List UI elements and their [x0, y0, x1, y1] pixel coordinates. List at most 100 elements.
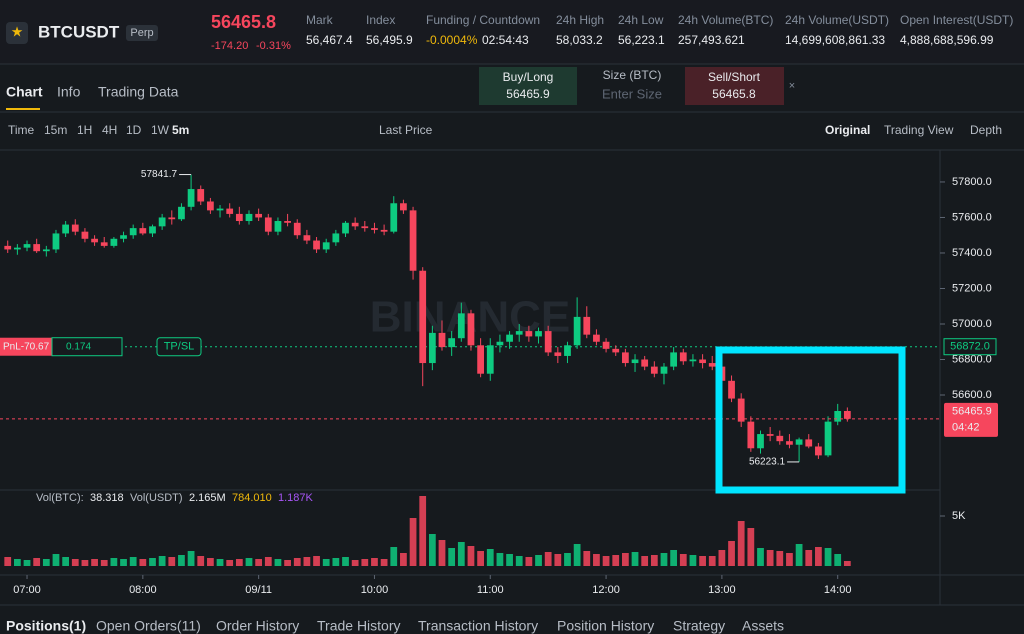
candle-body — [496, 341, 504, 346]
size-input[interactable]: Enter Size — [602, 86, 662, 101]
volume-bar — [815, 547, 822, 566]
candle-body — [332, 233, 340, 243]
sell-button[interactable] — [685, 67, 784, 105]
view[interactable]: Depth — [970, 123, 1002, 137]
candle-body — [226, 208, 234, 214]
candle-body — [197, 189, 205, 202]
tab[interactable]: Chart — [6, 84, 43, 100]
volume-bar — [42, 559, 50, 566]
low-label: 56223.1 — [749, 457, 786, 468]
volume-bar — [535, 555, 542, 566]
interval[interactable]: 4H — [102, 123, 117, 137]
stat-value: 56,495.9 — [366, 33, 413, 47]
interval[interactable]: 5m — [172, 123, 189, 137]
interval[interactable]: Time — [8, 123, 35, 137]
interval[interactable]: 1W — [151, 123, 170, 137]
tpsl-bg[interactable] — [156, 337, 202, 357]
bottom-tab[interactable]: Transaction History — [418, 618, 538, 634]
candle-body — [544, 331, 552, 353]
interval[interactable]: 15m — [44, 123, 67, 137]
tab-underline — [6, 108, 40, 110]
volume-bar — [622, 553, 629, 566]
y-tick-label: 57000.0 — [952, 318, 992, 330]
volume-bar — [178, 555, 185, 566]
funding-countdown: 02:54:43 — [482, 33, 529, 47]
volume-bar — [728, 541, 735, 566]
volume-bar — [786, 553, 793, 566]
candle-body — [342, 222, 349, 234]
bottom-tab[interactable]: Order History — [216, 618, 299, 634]
close-icon[interactable]: × — [789, 80, 795, 92]
tpsl[interactable]: TP/SL — [164, 341, 195, 353]
stat-value: 56,223.1 — [618, 33, 665, 47]
volume-bar — [120, 559, 127, 566]
stat-label: 24h Low — [618, 13, 664, 27]
volume-bar — [670, 550, 678, 566]
buy-price: 56465.9 — [506, 87, 550, 101]
x-tick-label: 13:00 — [708, 584, 736, 596]
tab[interactable]: Trading Data — [98, 84, 179, 100]
volume-bar — [679, 554, 687, 566]
volume-bar — [486, 549, 494, 566]
view[interactable]: Trading View — [884, 123, 954, 137]
y-tick-label: 57800.0 — [952, 176, 992, 188]
interval[interactable]: 1D — [126, 123, 142, 137]
candle-body — [303, 235, 311, 241]
candle-body — [168, 217, 176, 220]
bottom-tab[interactable]: Position History — [557, 618, 654, 634]
buy-button[interactable] — [479, 67, 577, 105]
stat-label: 24h Volume(USDT) — [785, 13, 889, 27]
candle-body — [583, 316, 591, 335]
bottom-tab[interactable]: Assets — [742, 618, 784, 634]
stat-label: Open Interest(USDT) — [900, 13, 1013, 27]
volume-bar — [149, 558, 156, 566]
volume-legend: 1.187K — [278, 492, 314, 504]
view[interactable]: Original — [825, 123, 870, 137]
volume-bar — [757, 548, 764, 566]
candle-body — [457, 313, 465, 339]
candle-body — [535, 331, 542, 337]
interval[interactable]: 1H — [77, 123, 92, 137]
candle-body — [139, 228, 147, 234]
candle-body — [428, 332, 436, 364]
stat-label: Mark — [306, 13, 334, 27]
candle-body — [776, 435, 784, 442]
volume-bar — [583, 551, 591, 566]
x-tick-label: 07:00 — [13, 584, 41, 596]
price-type[interactable]: Last Price — [379, 123, 433, 137]
bottom-tab[interactable]: Open Orders(11) — [96, 618, 201, 634]
candle-body — [23, 244, 31, 248]
volume-bar — [33, 558, 41, 566]
bottom-tab[interactable]: Trade History — [317, 618, 401, 634]
buy-label: Buy/Long — [503, 70, 554, 84]
candle-body — [120, 235, 127, 239]
volume-bar — [81, 560, 89, 566]
volume-bar — [4, 557, 12, 566]
volume-bar — [91, 559, 98, 566]
bottom-tab[interactable]: Strategy — [673, 618, 725, 634]
favorite-button[interactable] — [6, 22, 28, 44]
volume-bar — [544, 552, 552, 566]
position-size: 0.174 — [66, 341, 91, 352]
bottom-tab[interactable]: Positions(1) — [6, 618, 86, 634]
volume-bar — [380, 559, 388, 566]
y-tick-label: 56600.0 — [952, 389, 992, 401]
x-tick-label: 10:00 — [361, 584, 389, 596]
volume-bar — [660, 553, 668, 566]
candle-body — [293, 222, 301, 236]
volume-bar — [351, 560, 359, 566]
volume-bar — [477, 551, 484, 566]
candle-body — [371, 228, 378, 230]
volume-bar — [409, 518, 417, 566]
tag-bg — [126, 25, 158, 41]
star-icon: ★ — [11, 24, 24, 40]
candle-body — [129, 228, 137, 236]
tab[interactable]: Info — [57, 84, 81, 100]
candle-body — [602, 341, 610, 349]
candle-body — [467, 313, 475, 346]
symbol[interactable]: BTCUSDT — [38, 22, 120, 41]
volume-bar — [274, 559, 282, 566]
sell-label: Sell/Short — [708, 70, 761, 84]
